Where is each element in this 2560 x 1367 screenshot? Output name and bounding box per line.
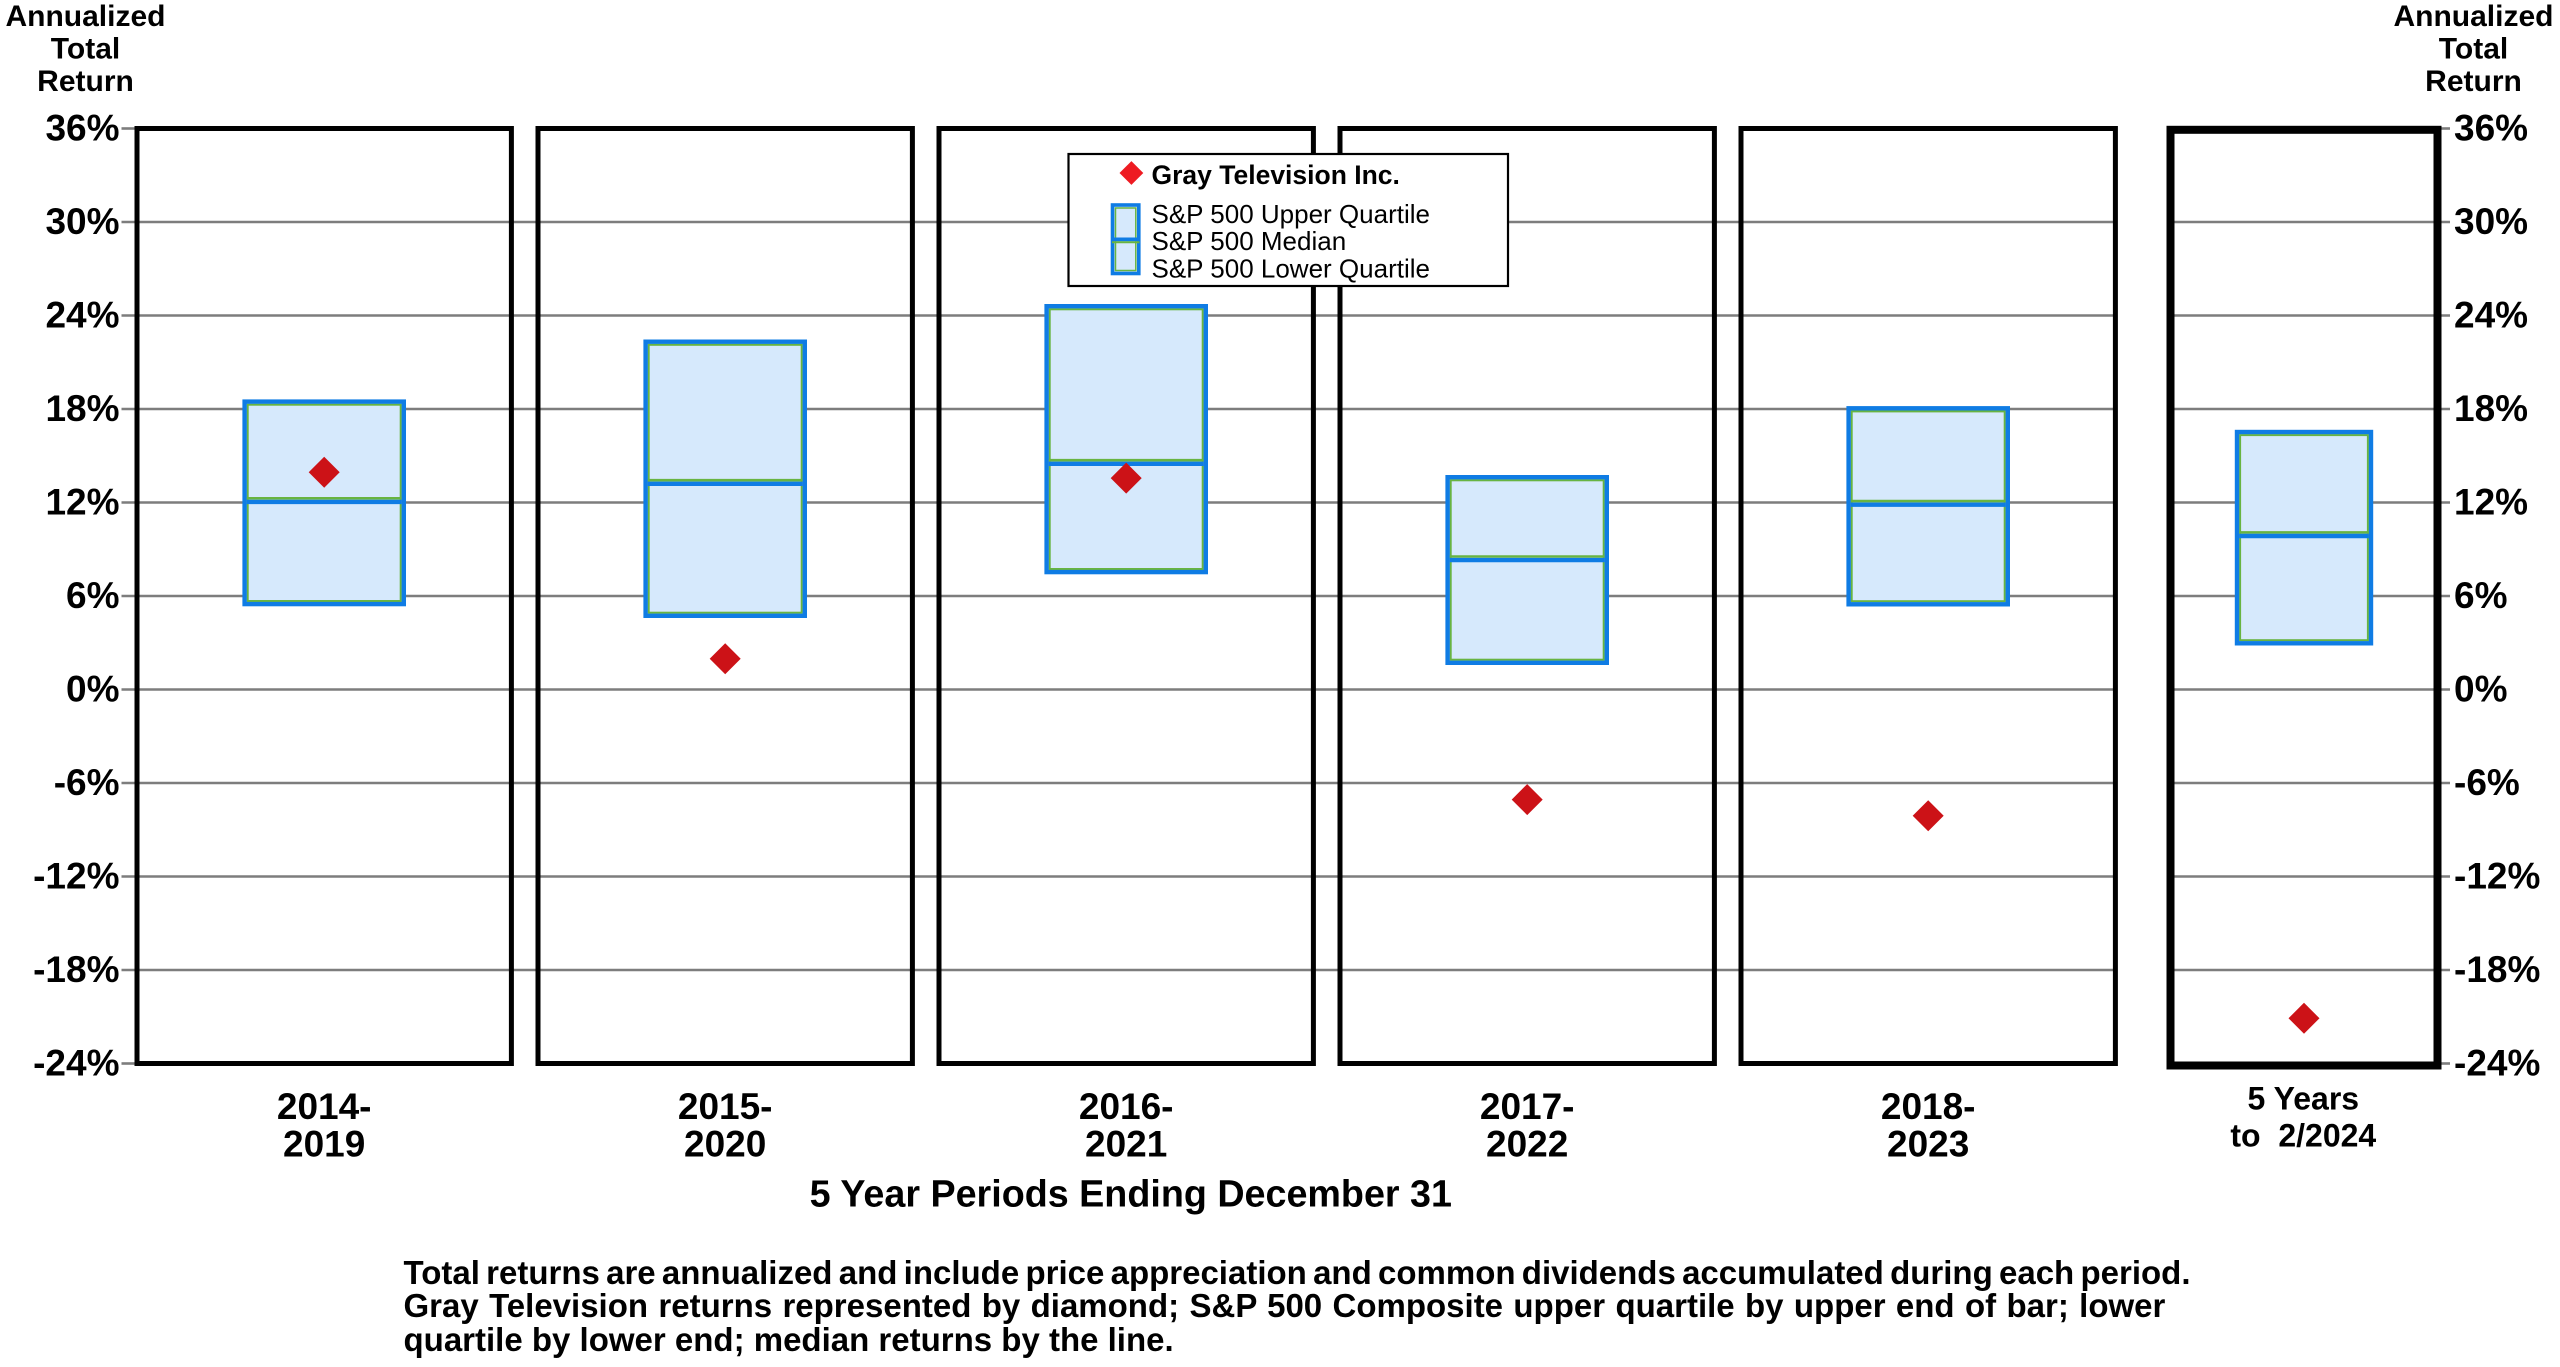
svg-text:2014-: 2014- bbox=[277, 1086, 372, 1127]
svg-text:-24%: -24% bbox=[2454, 1043, 2540, 1084]
svg-text:-12%: -12% bbox=[33, 856, 119, 897]
svg-text:0%: 0% bbox=[2454, 669, 2507, 710]
svg-text:S&P 500 Lower Quartile: S&P 500 Lower Quartile bbox=[1152, 253, 1430, 283]
svg-text:-12%: -12% bbox=[2454, 856, 2540, 897]
svg-text:Gray Television Inc.: Gray Television Inc. bbox=[1152, 160, 1400, 190]
svg-text:2018-: 2018- bbox=[1881, 1086, 1976, 1127]
svg-text:2022: 2022 bbox=[1486, 1124, 1568, 1165]
svg-text:2017-: 2017- bbox=[1480, 1086, 1575, 1127]
svg-text:5 Year Periods Ending December: 5 Year Periods Ending December 31 bbox=[810, 1173, 1452, 1215]
svg-text:S&P 500 Median: S&P 500 Median bbox=[1152, 226, 1347, 256]
svg-text:36%: 36% bbox=[2454, 108, 2528, 149]
svg-text:2023: 2023 bbox=[1887, 1124, 1969, 1165]
svg-text:18%: 18% bbox=[2454, 388, 2528, 429]
svg-text:30%: 30% bbox=[45, 201, 119, 242]
svg-text:12%: 12% bbox=[45, 482, 119, 523]
svg-text:-6%: -6% bbox=[54, 762, 120, 803]
svg-text:Return: Return bbox=[2425, 65, 2522, 98]
svg-text:Total: Total bbox=[51, 33, 120, 66]
svg-text:6%: 6% bbox=[66, 575, 119, 616]
svg-text:Return: Return bbox=[37, 65, 134, 98]
svg-text:18%: 18% bbox=[45, 388, 119, 429]
svg-text:30%: 30% bbox=[2454, 201, 2528, 242]
svg-text:5 Years: 5 Years bbox=[2248, 1081, 2360, 1117]
svg-text:S&P 500 Upper Quartile: S&P 500 Upper Quartile bbox=[1152, 199, 1430, 229]
svg-text:-18%: -18% bbox=[33, 949, 119, 990]
svg-text:2020: 2020 bbox=[684, 1124, 766, 1165]
svg-text:Annualized: Annualized bbox=[2393, 0, 2553, 33]
svg-text:24%: 24% bbox=[45, 295, 119, 336]
svg-text:-6%: -6% bbox=[2454, 762, 2520, 803]
svg-text:0%: 0% bbox=[66, 669, 119, 710]
svg-text:-18%: -18% bbox=[2454, 949, 2540, 990]
svg-text:2019: 2019 bbox=[283, 1124, 365, 1165]
svg-text:36%: 36% bbox=[45, 108, 119, 149]
svg-text:Annualized: Annualized bbox=[5, 0, 165, 33]
svg-text:2015-: 2015- bbox=[678, 1086, 773, 1127]
svg-text:2016-: 2016- bbox=[1079, 1086, 1174, 1127]
svg-text:2021: 2021 bbox=[1085, 1124, 1167, 1165]
svg-text:to 2/2024: to 2/2024 bbox=[2230, 1118, 2376, 1154]
svg-text:24%: 24% bbox=[2454, 295, 2528, 336]
svg-text:6%: 6% bbox=[2454, 575, 2507, 616]
svg-text:12%: 12% bbox=[2454, 482, 2528, 523]
svg-text:Total: Total bbox=[2439, 33, 2508, 66]
svg-text:-24%: -24% bbox=[33, 1043, 119, 1084]
